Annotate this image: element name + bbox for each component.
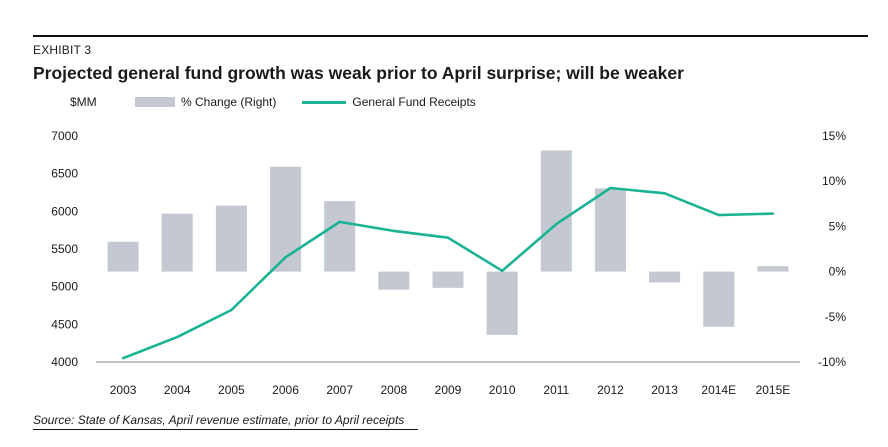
bar-pct-change [486, 271, 518, 335]
y-right-tick-label: 15% [822, 129, 846, 143]
y-left-tick-label: 4000 [51, 355, 78, 369]
x-tick-label: 2004 [164, 383, 191, 397]
x-tick-label: 2011 [543, 383, 569, 397]
line-point [121, 357, 125, 360]
x-tick-label: 2013 [651, 383, 678, 397]
x-tick-label: 2003 [110, 383, 137, 397]
line-point [338, 220, 341, 224]
y-right-tick-label: 5% [829, 219, 847, 233]
y-right-tick-label: -5% [825, 310, 847, 324]
x-tick-label: 2006 [272, 383, 299, 397]
legend-swatch-bar [135, 97, 175, 107]
line-point [609, 186, 612, 190]
x-tick-label: 2009 [435, 383, 462, 397]
x-tick-label: 2015E [756, 383, 791, 397]
line-point [392, 229, 396, 233]
bar-pct-change [378, 271, 410, 290]
line-point [284, 256, 287, 259]
bar-pct-change [432, 271, 464, 288]
chart-title: Projected general fund growth was weak p… [33, 63, 684, 83]
y-left-tick-label: 6500 [51, 167, 78, 181]
bar-pct-change [324, 201, 356, 272]
y-right-tick-label: 0% [829, 265, 847, 279]
x-tick-label: 2010 [489, 383, 516, 397]
bar-pct-change [270, 166, 302, 272]
y-left-tick-label: 5000 [51, 280, 78, 294]
source-note: Source: State of Kansas, April revenue e… [33, 413, 405, 427]
top-rule [33, 35, 868, 37]
bar-pct-change [540, 150, 572, 272]
bar-pct-change [594, 188, 626, 272]
legend-label-line: General Fund Receipts [352, 95, 476, 109]
bar-pct-change [107, 241, 139, 272]
legend-item-line: General Fund Receipts [302, 95, 476, 109]
y-right-tick-label: -10% [818, 355, 846, 369]
y-left-tick-label: 5500 [51, 242, 78, 256]
bar-pct-change [649, 271, 681, 283]
line-point [555, 222, 558, 226]
bottom-rule [33, 429, 418, 430]
line-point [176, 335, 179, 339]
line-point [663, 192, 666, 195]
legend: % Change (Right) General Fund Receipts [135, 95, 502, 109]
bar-pct-change [215, 205, 247, 272]
x-tick-label: 2014E [701, 383, 736, 397]
bar-pct-change [161, 213, 193, 272]
line-point [771, 212, 775, 215]
line-point [717, 213, 720, 217]
x-tick-label: 2008 [380, 383, 407, 397]
line-point [446, 236, 450, 239]
line-point [230, 308, 233, 312]
bar-pct-change [757, 266, 789, 272]
y-right-tick-label: 10% [822, 174, 846, 188]
left-axis-unit: $MM [70, 95, 97, 109]
y-left-tick-label: 4500 [51, 317, 78, 331]
y-left-tick-label: 6000 [51, 204, 78, 218]
x-tick-label: 2007 [326, 383, 353, 397]
bar-pct-change [703, 271, 735, 327]
exhibit-label: EXHIBIT 3 [33, 43, 92, 57]
line-point [500, 269, 504, 273]
legend-swatch-line [302, 100, 347, 104]
x-tick-label: 2012 [597, 383, 624, 397]
y-left-tick-label: 7000 [51, 129, 78, 143]
legend-item-bars: % Change (Right) [135, 95, 276, 109]
legend-label-bars: % Change (Right) [181, 95, 277, 109]
x-tick-label: 2005 [218, 383, 245, 397]
